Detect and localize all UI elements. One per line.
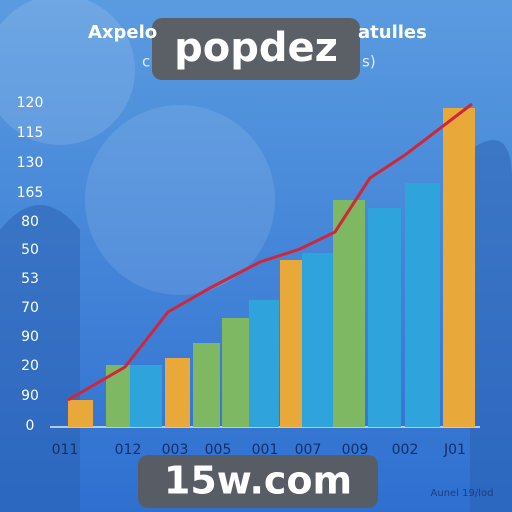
bar [193,343,220,427]
y-axis-label: 115 [17,125,44,141]
x-axis-label: 001 [252,442,279,458]
bar [443,108,475,427]
glow [85,105,275,295]
y-axis-label: 0 [26,418,35,434]
bar [333,200,365,427]
y-axis-label: 120 [17,95,44,111]
y-axis-label: 53 [21,271,39,287]
bar [130,365,162,427]
y-axis-label: 20 [21,358,39,374]
x-axis-label: 012 [115,442,142,458]
bar [405,183,440,427]
bar [368,208,401,427]
glow [0,0,135,145]
x-axis-label: J01 [443,442,466,458]
title: atulles [358,22,427,43]
foliage [470,140,512,512]
watermark-box [152,18,360,80]
subtitle: s) [362,53,376,71]
bar [249,300,279,427]
footnote: Aunel 19/lod [431,488,494,499]
bar [302,253,333,427]
foliage [0,205,80,512]
title: Axpelo [88,22,157,43]
bar [68,400,93,427]
y-axis-label: 90 [21,388,39,404]
y-axis-label: 130 [17,155,44,171]
y-axis-label: 165 [17,185,44,201]
y-axis-label: 50 [21,242,39,258]
x-axis-label: 003 [162,442,189,458]
y-axis-label: 70 [21,300,39,316]
y-axis-label: 80 [21,214,39,230]
watermark-box [138,455,378,508]
y-axis-label: 90 [21,329,39,345]
watermark: popdez [174,25,338,71]
bars [68,108,475,427]
subtitle: c [142,53,150,71]
trend-line [67,102,473,402]
x-axis-label: 011 [52,442,79,458]
bar [222,318,249,427]
labels: 120 115 130 165 80 50 53 70 90 20 90 0 011 012 003 005 0… [17,95,466,458]
x-axis-label: 002 [392,442,419,458]
x-axis-label: 007 [295,442,322,458]
bar [280,260,302,427]
x-axis-label: 009 [342,442,369,458]
bar [165,358,190,427]
x-axis-label: 005 [205,442,232,458]
watermark: 15w.com [164,459,352,503]
